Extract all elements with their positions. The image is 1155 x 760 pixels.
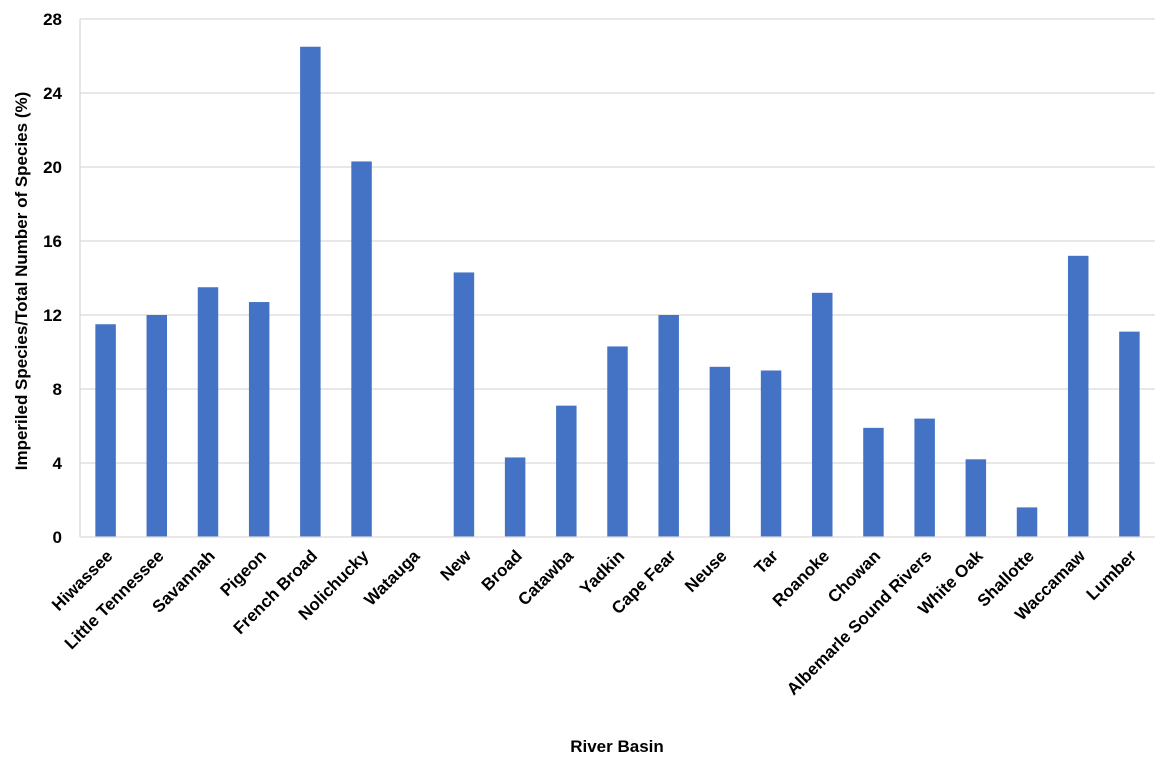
bar	[863, 427, 884, 537]
bar	[760, 370, 782, 537]
x-tick-label: New	[437, 546, 476, 585]
x-tick-label: Broad	[478, 546, 526, 594]
bar	[658, 315, 679, 537]
bar	[300, 46, 321, 537]
x-tick-label: Catawba	[514, 546, 577, 609]
x-axis-title: River Basin	[570, 737, 664, 756]
x-tick-label: Roanoke	[769, 546, 833, 610]
y-tick-label: 0	[53, 528, 62, 547]
x-tick-label: Neuse	[681, 546, 731, 596]
x-tick-label: Watauga	[360, 546, 423, 609]
bar	[95, 324, 116, 537]
bar	[1016, 507, 1038, 537]
bar	[812, 292, 833, 537]
bar	[248, 302, 270, 537]
axes	[79, 19, 1155, 538]
bars	[95, 46, 1140, 538]
bar	[146, 315, 168, 537]
bar	[197, 287, 219, 537]
y-tick-label: 20	[43, 158, 62, 177]
x-tick-label: Lumber	[1083, 546, 1141, 604]
bar	[1067, 255, 1089, 538]
y-tick-label: 16	[43, 232, 62, 251]
bar	[914, 418, 935, 537]
y-tick-label: 24	[43, 84, 62, 103]
y-tick-label: 28	[43, 10, 62, 29]
y-tick-label: 8	[53, 380, 62, 399]
bar	[965, 459, 987, 537]
y-tick-label: 4	[53, 454, 63, 473]
y-tick-labels: 0 4 8 12 16 20 24 28	[43, 10, 62, 547]
y-tick-label: 12	[43, 306, 62, 325]
bar	[556, 405, 577, 537]
bar	[709, 366, 731, 537]
bar	[1119, 331, 1140, 537]
y-axis-title: Imperiled Species/Total Number of Specie…	[12, 92, 31, 471]
bar	[453, 272, 475, 537]
bar	[504, 457, 526, 537]
bar	[351, 161, 372, 537]
bar	[607, 346, 628, 537]
x-tick-label: Tar	[751, 546, 783, 578]
